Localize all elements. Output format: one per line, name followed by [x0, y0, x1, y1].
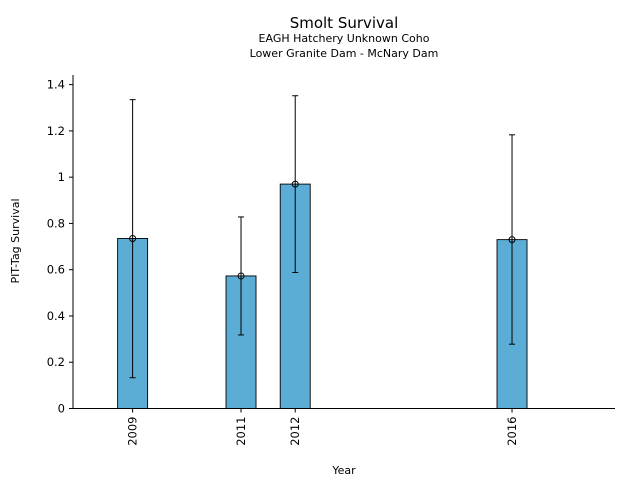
- y-tick-label: 1.2: [47, 124, 65, 138]
- y-tick-label: 1.4: [47, 78, 65, 92]
- y-tick-label: 0.4: [47, 309, 65, 323]
- x-axis-label: Year: [331, 464, 356, 477]
- plot-area: [117, 95, 528, 409]
- chart-subtitle-line-2: Lower Granite Dam - McNary Dam: [250, 47, 439, 60]
- point-marker: [237, 272, 245, 280]
- y-tick-label: 1: [58, 170, 65, 184]
- x-axis-ticks: 2009 2011 2012 2016: [126, 408, 519, 446]
- y-tick-label: 0.6: [47, 263, 65, 277]
- x-tick-label: 2012: [288, 417, 302, 446]
- chart-title: Smolt Survival: [290, 14, 399, 32]
- y-tick-label: 0.2: [47, 355, 65, 369]
- point-marker: [291, 180, 299, 188]
- y-tick-label: 0.8: [47, 216, 65, 230]
- point-marker: [508, 236, 516, 244]
- y-axis-label: PIT-Tag Survival: [9, 198, 22, 283]
- chart-subtitle-line-1: EAGH Hatchery Unknown Coho: [259, 32, 430, 45]
- x-tick-label: 2016: [505, 417, 519, 446]
- y-tick-label: 0: [58, 402, 65, 416]
- y-axis-ticks: 0 0.2 0.4 0.6 0.8 1 1.2 1.4: [47, 78, 73, 416]
- point-marker: [129, 234, 137, 242]
- x-tick-label: 2011: [234, 417, 248, 446]
- x-tick-label: 2009: [126, 417, 140, 446]
